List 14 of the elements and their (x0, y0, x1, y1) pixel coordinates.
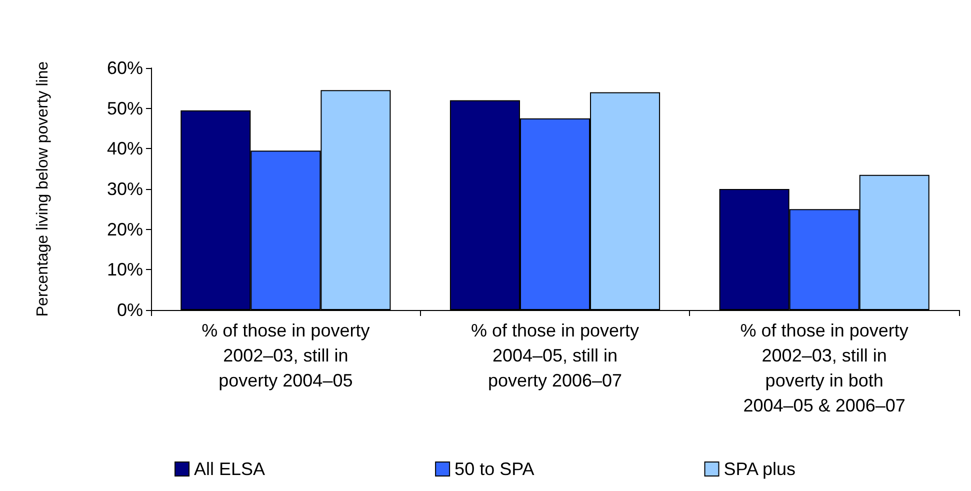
legend-label: SPA plus (724, 459, 796, 479)
y-tick-label: 40% (106, 138, 143, 159)
y-tick-label: 50% (106, 98, 143, 118)
y-tick-label: 10% (106, 260, 143, 280)
legend-label: All ELSA (194, 459, 266, 479)
y-tick-label: 60% (106, 58, 143, 78)
y-tick-label: 30% (106, 179, 143, 199)
y-tick-label: 20% (106, 219, 143, 240)
legend-label: 50 to SPA (454, 459, 534, 479)
y-axis-title: Percentage living below poverty line (34, 61, 52, 317)
x-tick-label: % of those in poverty 2004–05, still in poverty 2006–07 (470, 320, 640, 390)
y-tick-label: 0% (116, 300, 143, 320)
x-tick-label: % of those in poverty 2002–03, still in poverty in both 2004–05 & 2006–07 (740, 320, 908, 416)
x-tick-label: % of those in poverty 2002–03, still in poverty 2004–05 (202, 320, 370, 390)
